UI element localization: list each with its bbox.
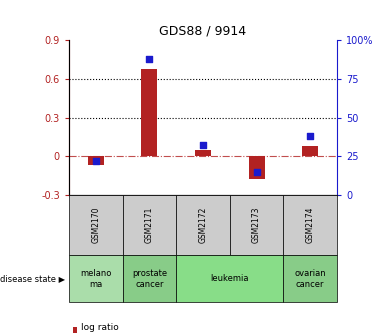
Title: GDS88 / 9914: GDS88 / 9914 [159, 25, 247, 38]
Bar [302, 146, 318, 156]
Point [93, 158, 99, 164]
Text: GSM2170: GSM2170 [91, 207, 100, 243]
Text: log ratio: log ratio [81, 323, 119, 332]
Point [307, 133, 313, 139]
Text: leukemia: leukemia [211, 275, 249, 283]
Point [254, 169, 260, 174]
Text: GSM2173: GSM2173 [252, 207, 261, 243]
Text: GSM2174: GSM2174 [306, 207, 315, 243]
Text: ovarian
cancer: ovarian cancer [295, 269, 326, 289]
Text: GSM2171: GSM2171 [145, 207, 154, 243]
Text: melano
ma: melano ma [80, 269, 111, 289]
Point [146, 56, 152, 61]
Bar [141, 69, 157, 156]
Text: GSM2172: GSM2172 [198, 207, 208, 243]
Point [200, 143, 206, 148]
Bar [88, 156, 104, 165]
Text: prostate
cancer: prostate cancer [132, 269, 167, 289]
Bar [249, 156, 265, 179]
Bar [195, 150, 211, 156]
Text: disease state ▶: disease state ▶ [0, 275, 65, 283]
